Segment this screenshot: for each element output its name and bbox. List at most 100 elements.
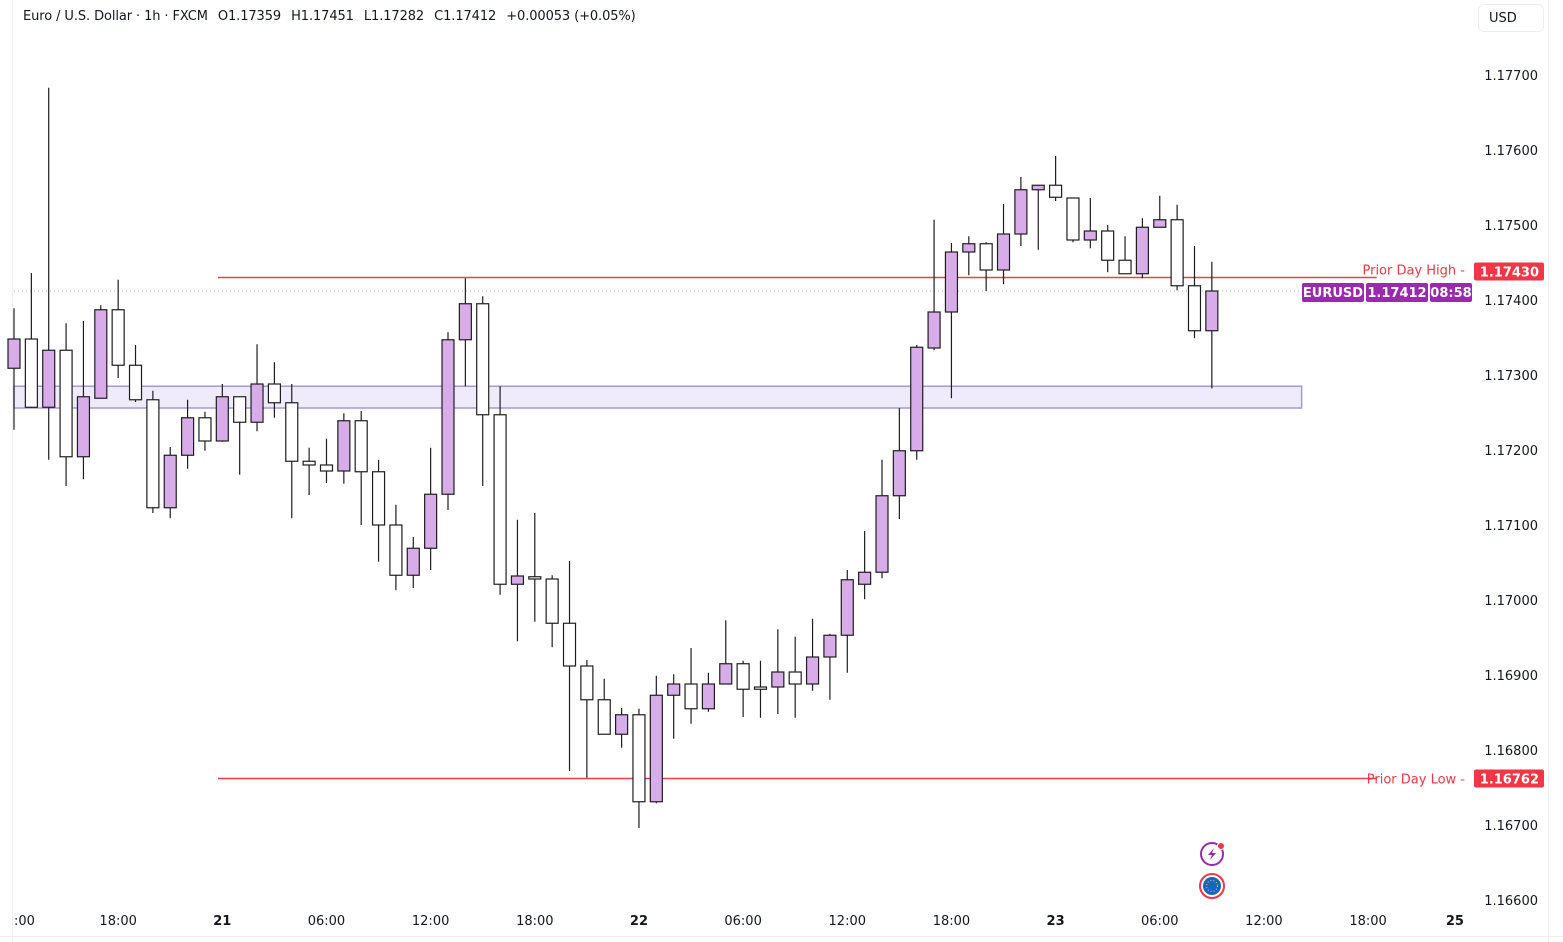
price-tick-label: 1.16800 — [1484, 744, 1538, 759]
candle — [181, 399, 195, 469]
time-tick-label: 22 — [630, 914, 648, 929]
bar-countdown-text: 08:58 — [1430, 286, 1471, 301]
level-price-tag — [1474, 262, 1544, 281]
candle — [1153, 195, 1167, 228]
candle-body-up — [181, 417, 195, 456]
ohlc-open: O1.17359 — [217, 9, 282, 24]
candle-body-down — [1066, 197, 1080, 241]
candle — [771, 629, 785, 714]
candle — [962, 236, 976, 276]
candle — [1083, 198, 1097, 249]
ohlc-close: C1.17412 — [434, 9, 497, 24]
candle — [7, 308, 21, 430]
last-price-tag — [1366, 283, 1428, 302]
candle-body-up — [1031, 184, 1045, 191]
candle — [1066, 197, 1080, 243]
currency-button[interactable]: USD — [1478, 4, 1544, 32]
lightning-alert-icon[interactable] — [1200, 842, 1225, 866]
candle-body-up — [996, 233, 1011, 271]
eu-flag-icon[interactable] — [1199, 873, 1225, 899]
candle — [1048, 156, 1063, 201]
ohlc-low: L1.17282 — [363, 9, 425, 24]
candle-body-down — [545, 578, 559, 624]
candle-body-up — [42, 349, 56, 408]
candle — [146, 390, 160, 513]
candle-body-up — [163, 454, 177, 509]
candle — [632, 708, 646, 828]
candle — [1170, 204, 1184, 291]
candle-body-up — [858, 571, 872, 585]
candle — [1014, 177, 1028, 246]
time-tick-label: 18:00 — [516, 914, 553, 929]
candle-body-down — [198, 417, 212, 442]
candle — [250, 344, 264, 432]
candle-body-up — [94, 309, 108, 399]
time-tick-label: 12:00 — [412, 914, 449, 929]
candle-body-down — [1118, 259, 1132, 275]
candle — [597, 678, 611, 735]
price-tick-label: 1.17000 — [1484, 594, 1538, 609]
candle — [614, 708, 629, 748]
candle — [476, 296, 490, 486]
candle — [753, 660, 768, 718]
countdown-tag — [1430, 283, 1472, 302]
candle — [424, 447, 438, 570]
candle — [927, 219, 941, 351]
price-tick-label: 1.17500 — [1484, 219, 1538, 234]
price-axis[interactable]: 1.17700 1.17600 1.17500 1.17400 1.17300 1.172… — [1484, 69, 1538, 909]
candle-body-down — [267, 383, 281, 404]
candle-body-down — [597, 699, 611, 735]
symbol-title: Euro / U.S. Dollar · 1h · FXCM — [23, 9, 208, 24]
candle — [719, 620, 733, 685]
candle — [215, 384, 229, 442]
candle — [701, 672, 716, 712]
candle-body-up — [771, 671, 785, 688]
candle — [371, 459, 386, 562]
candle-body-up — [823, 634, 837, 658]
candle — [1118, 236, 1132, 275]
candle — [979, 242, 993, 291]
candle — [684, 648, 698, 724]
candle-body-up — [614, 714, 629, 735]
candle-body-down — [1101, 230, 1115, 261]
candle-body-up — [649, 694, 663, 803]
candle-body-down — [354, 420, 368, 473]
candle-body-down — [1048, 184, 1063, 198]
candle-body-up — [1083, 230, 1097, 241]
candle-body-up — [250, 383, 264, 423]
candle — [1101, 225, 1115, 273]
zone-rect — [13, 385, 1303, 409]
candle — [493, 386, 507, 595]
candle — [875, 459, 889, 579]
candle-body-up — [76, 396, 91, 458]
candle-body-down — [476, 303, 490, 416]
candle-body-up — [406, 547, 420, 576]
candles — [7, 87, 1219, 828]
last-price-text: 1.17412 — [1367, 286, 1426, 301]
time-axis[interactable]: :00 18:00 21 06:00 12:00 18:00 22 06:00 12:00 18:… — [14, 914, 1464, 929]
candle — [788, 636, 802, 718]
price-tick-label: 1.17400 — [1484, 294, 1538, 309]
candle-body-up — [962, 243, 976, 253]
candle — [580, 660, 594, 778]
candle — [1187, 246, 1202, 339]
candle-body-up — [667, 683, 681, 696]
candle — [302, 447, 316, 495]
candle-body-up — [1153, 219, 1167, 228]
candle-body-down — [979, 243, 993, 271]
candle-body-down — [1170, 219, 1184, 287]
candle — [354, 411, 368, 525]
candle-body-down — [146, 399, 160, 509]
time-tick-label: 06:00 — [1141, 914, 1178, 929]
time-tick-label: :00 — [14, 914, 35, 929]
candle-body-down — [59, 349, 73, 458]
support-zone — [13, 385, 1303, 409]
symbol-legend[interactable]: Euro / U.S. Dollar · 1h · FXCM O1.17359 … — [23, 9, 642, 24]
candle — [319, 438, 334, 483]
time-tick-label: 06:00 — [308, 914, 345, 929]
candle — [562, 561, 577, 771]
candle — [59, 323, 73, 486]
level-label: Prior Day Low - — [1367, 773, 1466, 788]
time-tick-label: 23 — [1047, 914, 1065, 929]
